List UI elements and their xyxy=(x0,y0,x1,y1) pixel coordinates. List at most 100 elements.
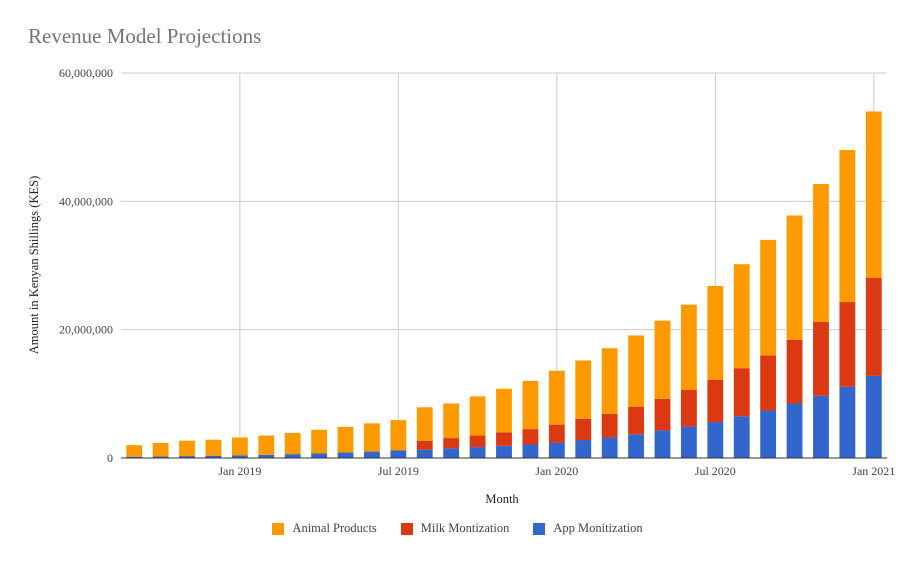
bar-app-monitization xyxy=(786,403,803,458)
bar-app-monitization xyxy=(469,447,486,458)
bar-animal-products xyxy=(654,320,671,399)
bar-animal-products xyxy=(469,396,486,436)
bar-app-monitization xyxy=(179,456,195,458)
legend-item-app-monitization: App Monitization xyxy=(533,521,643,536)
bar-app-monitization xyxy=(416,449,433,458)
y-tick-label: 0 xyxy=(107,451,113,465)
bar-milk-montization xyxy=(496,432,512,446)
bar-app-monitization xyxy=(628,434,644,458)
bar-animal-products xyxy=(707,286,724,380)
legend-label-app-monitization: App Monitization xyxy=(553,521,643,535)
bar-animal-products xyxy=(865,111,882,278)
legend-item-milk-montization: Milk Montization xyxy=(400,521,510,536)
bars xyxy=(126,111,882,458)
bar-milk-montization xyxy=(443,438,460,449)
bar-app-monitization xyxy=(152,456,169,458)
bar-app-monitization xyxy=(522,444,539,458)
bar-milk-montization xyxy=(416,440,433,450)
x-tick-label: Jul 2020 xyxy=(695,464,736,478)
bar-animal-products xyxy=(601,348,618,414)
bar-app-monitization xyxy=(390,450,407,458)
x-tick-label: Jul 2019 xyxy=(378,464,419,478)
bar-app-monitization xyxy=(258,454,275,458)
y-tick-label: 40,000,000 xyxy=(59,194,113,208)
bar-animal-products xyxy=(443,403,460,439)
bar-animal-products xyxy=(416,407,433,441)
bar-animal-products xyxy=(258,435,275,455)
bar-animal-products xyxy=(786,215,803,340)
bar-app-monitization xyxy=(865,375,882,458)
bar-animal-products xyxy=(733,264,750,369)
bar-animal-products xyxy=(522,381,539,430)
bar-animal-products xyxy=(548,370,565,425)
bar-app-monitization xyxy=(205,455,222,458)
bar-app-monitization xyxy=(548,442,565,458)
bar-animal-products xyxy=(680,304,697,390)
y-tick-label: 60,000,000 xyxy=(59,66,113,80)
bar-animal-products xyxy=(813,184,829,322)
legend-swatch-animal-products xyxy=(272,522,285,535)
chart-title: Revenue Model Projections xyxy=(28,24,262,48)
legend: Animal Products Milk Montization App Mon… xyxy=(0,521,915,536)
bar-milk-montization xyxy=(680,389,697,427)
legend-item-animal-products: Animal Products xyxy=(272,521,377,536)
bar-app-monitization xyxy=(760,410,777,458)
y-axis-label: Amount in Kenyan Shillings (KES) xyxy=(27,176,41,354)
x-tick-label: Jan 2020 xyxy=(535,464,578,478)
bar-milk-montization xyxy=(575,418,592,441)
bar-animal-products xyxy=(179,440,195,457)
bar-app-monitization xyxy=(680,426,697,458)
bar-app-monitization xyxy=(284,454,301,458)
bar-animal-products xyxy=(628,335,644,407)
bar-animal-products xyxy=(575,360,592,419)
x-tick-label: Jan 2019 xyxy=(218,464,261,478)
axes: 0 20,000,000 40,000,000 60,000,000 Jan 2019 J… xyxy=(59,66,895,478)
bar-app-monitization xyxy=(733,416,750,458)
bar-app-monitization xyxy=(311,453,328,458)
bar-animal-products xyxy=(311,429,328,454)
legend-label-milk-montization: Milk Montization xyxy=(420,521,510,535)
bar-app-monitization xyxy=(839,386,856,458)
bar-milk-montization xyxy=(813,321,829,396)
bar-app-monitization xyxy=(707,422,724,458)
bar-animal-products xyxy=(839,150,856,303)
bar-milk-montization xyxy=(601,413,618,438)
bar-milk-montization xyxy=(786,339,803,404)
bar-animal-products xyxy=(364,423,380,452)
y-tick-label: 20,000,000 xyxy=(59,323,113,337)
bar-app-monitization xyxy=(601,437,618,458)
bar-app-monitization xyxy=(813,395,829,458)
legend-swatch-app-monitization xyxy=(533,522,546,535)
bar-animal-products xyxy=(152,442,169,457)
bar-animal-products xyxy=(496,388,512,433)
bar-app-monitization xyxy=(443,448,460,458)
bar-app-monitization xyxy=(126,456,143,458)
bar-app-monitization xyxy=(575,440,592,458)
bar-milk-montization xyxy=(760,355,777,411)
bar-animal-products xyxy=(390,420,407,451)
bar-animal-products xyxy=(760,239,777,356)
bar-milk-montization xyxy=(733,368,750,417)
bar-milk-montization xyxy=(469,435,486,448)
bar-animal-products xyxy=(126,445,143,457)
bar-app-monitization xyxy=(654,430,671,458)
x-axis-label: Month xyxy=(485,492,519,506)
legend-label-animal-products: Animal Products xyxy=(292,521,377,535)
x-tick-label: Jan 2021 xyxy=(852,464,895,478)
bar-animal-products xyxy=(231,437,248,456)
bar-app-monitization xyxy=(231,455,248,458)
bar-animal-products xyxy=(337,426,354,453)
bar-animal-products xyxy=(205,439,222,456)
bar-milk-montization xyxy=(707,379,724,423)
bar-app-monitization xyxy=(496,445,512,458)
bar-milk-montization xyxy=(654,398,671,431)
bar-milk-montization xyxy=(628,406,644,435)
bar-app-monitization xyxy=(364,451,380,458)
bar-milk-montization xyxy=(522,429,539,445)
bar-milk-montization xyxy=(839,302,856,387)
bar-milk-montization xyxy=(865,277,882,376)
bar-animal-products xyxy=(284,432,301,455)
bar-milk-montization xyxy=(548,424,565,443)
legend-swatch-milk-montization xyxy=(400,522,413,535)
